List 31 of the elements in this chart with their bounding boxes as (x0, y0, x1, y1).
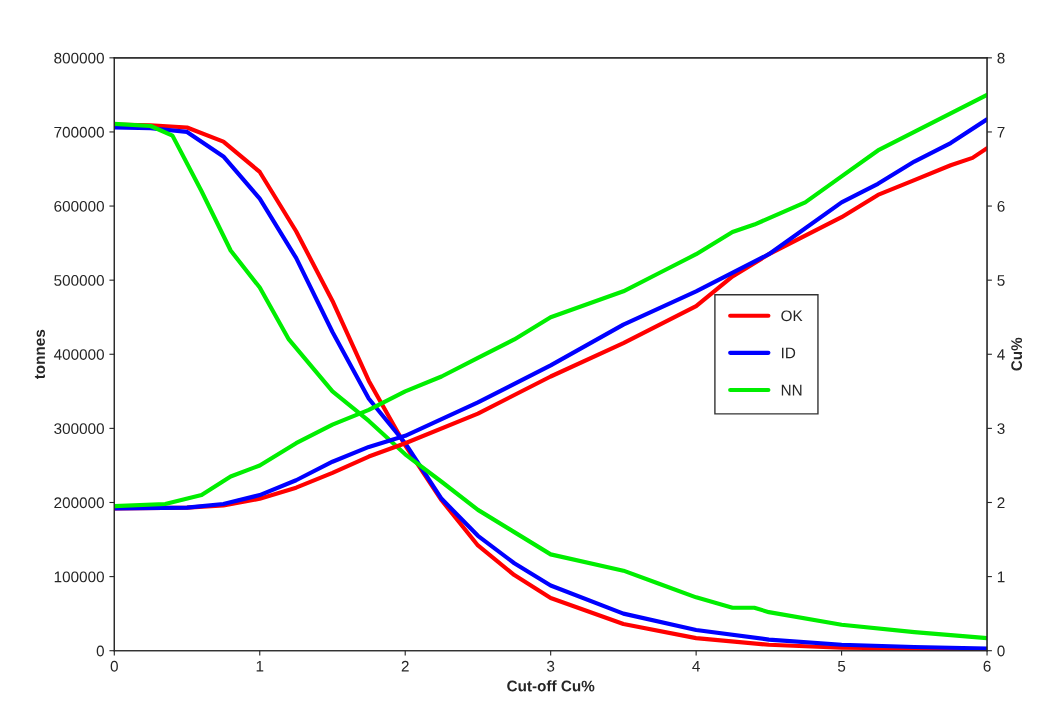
y-tick-label: 0 (96, 645, 104, 657)
y-tick-label: 400000 (53, 349, 104, 360)
x-tick-label: 1 (256, 660, 264, 672)
y-tick-label: 800000 (54, 52, 104, 64)
y2-axis-title: Cu% (1011, 337, 1023, 371)
y-tick-label: 100000 (54, 571, 104, 583)
y-tick-label: 500000 (54, 275, 104, 286)
y2-tick-label: 7 (997, 126, 1005, 138)
legend-label: OK (781, 310, 803, 322)
y-tick-label: 700000 (54, 126, 104, 138)
y2-tick-label: 0 (997, 645, 1005, 657)
x-tick-label: 6 (983, 660, 991, 672)
y-tick-label: 200000 (54, 497, 104, 509)
x-tick-label: 2 (401, 660, 409, 672)
y-tick-label: 600000 (54, 200, 104, 212)
x-tick-label: 5 (837, 660, 846, 672)
y-axis-title: tonnes (34, 329, 46, 380)
y2-tick-label: 1 (997, 571, 1005, 583)
x-tick-label: 4 (692, 660, 700, 672)
x-tick-label: 3 (547, 660, 555, 672)
y2-tick-label: 5 (997, 275, 1005, 286)
legend-label: NN (781, 384, 802, 396)
y2-tick-label: 4 (997, 349, 1005, 360)
legend-label: ID (782, 347, 796, 359)
y-tick-label: 300000 (54, 423, 104, 435)
y2-tick-label: 2 (997, 497, 1005, 509)
y2-tick-label: 6 (997, 200, 1005, 212)
x-tick-label: 0 (110, 660, 118, 672)
y2-tick-label: 8 (997, 52, 1005, 64)
y2-tick-label: 3 (997, 423, 1005, 435)
x-axis-title: Cut-off Cu% (507, 680, 595, 692)
